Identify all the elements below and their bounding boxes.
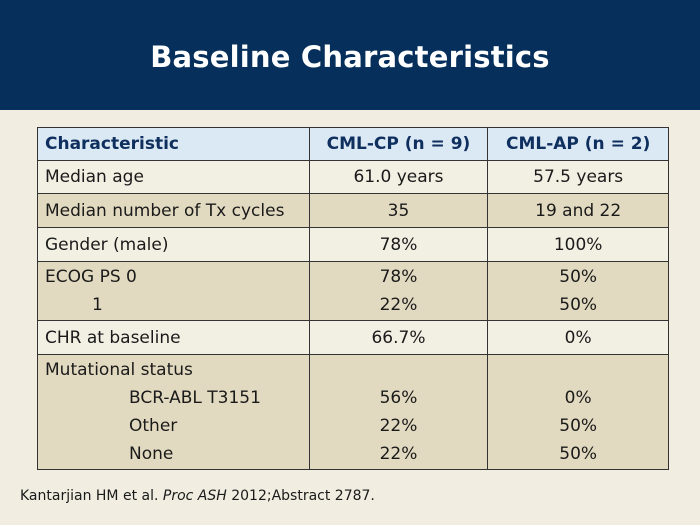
header-cml-cp: CML-CP (n = 9) bbox=[308, 127, 489, 161]
cell-cp: 78% 22% bbox=[308, 261, 489, 321]
citation-author: Kantarjian HM et al. bbox=[20, 488, 159, 504]
title-banner: Baseline Characteristics bbox=[0, 0, 700, 110]
slide-title: Baseline Characteristics bbox=[150, 40, 550, 74]
citation-details: 2012;Abstract 2787. bbox=[231, 488, 375, 504]
ecog-cp-1: 22% bbox=[379, 295, 418, 315]
cell-ap: 50% 50% bbox=[487, 261, 669, 321]
table-row: Median number of Tx cycles 35 19 and 22 bbox=[37, 193, 669, 228]
cell-cp: 56% 22% 22% bbox=[308, 354, 489, 470]
mutation-cp-1: 22% bbox=[379, 416, 418, 436]
row-label: ECOG PS 0 1 bbox=[37, 261, 310, 321]
cell-ap: 19 and 22 bbox=[487, 193, 669, 228]
table-row: Mutational status BCR-ABL T3151 Other No… bbox=[37, 354, 669, 470]
mutational-label: Mutational status bbox=[45, 360, 193, 380]
row-label: Median number of Tx cycles bbox=[37, 193, 310, 228]
header-cml-ap: CML-AP (n = 2) bbox=[487, 127, 669, 161]
ecog-label-1: 1 bbox=[92, 295, 103, 315]
row-label: Gender (male) bbox=[37, 227, 310, 262]
row-label: CHR at baseline bbox=[37, 320, 310, 355]
mutation-label-1: Other bbox=[129, 416, 178, 436]
cell-cp: 61.0 years bbox=[308, 160, 489, 194]
mutation-cp-2: 22% bbox=[379, 444, 418, 464]
table-row: Gender (male) 78% 100% bbox=[37, 227, 669, 262]
ecog-ap-1: 50% bbox=[559, 295, 598, 315]
row-label: Median age bbox=[37, 160, 310, 194]
mutation-ap-1: 50% bbox=[559, 416, 598, 436]
citation-footnote: Kantarjian HM et al. Proc ASH 2012;Abstr… bbox=[20, 488, 375, 504]
mutation-ap-2: 50% bbox=[559, 444, 598, 464]
table-row: ECOG PS 0 1 78% 22% 50% 50% bbox=[37, 261, 669, 321]
header-characteristic: Characteristic bbox=[37, 127, 310, 161]
cell-cp: 66.7% bbox=[308, 320, 489, 355]
cell-ap: 57.5 years bbox=[487, 160, 669, 194]
ecog-ap-0: 50% bbox=[559, 267, 598, 287]
row-label: Mutational status BCR-ABL T3151 Other No… bbox=[37, 354, 310, 470]
mutation-label-0: BCR-ABL T3151 bbox=[129, 388, 261, 408]
cell-cp: 35 bbox=[308, 193, 489, 228]
citation-journal: Proc ASH bbox=[162, 488, 227, 504]
cell-ap: 0% bbox=[487, 320, 669, 355]
cell-cp: 78% bbox=[308, 227, 489, 262]
mutation-ap-0: 0% bbox=[564, 388, 592, 408]
ecog-cp-0: 78% bbox=[379, 267, 418, 287]
baseline-table: Characteristic CML-CP (n = 9) CML-AP (n … bbox=[37, 127, 669, 470]
table-header-row: Characteristic CML-CP (n = 9) CML-AP (n … bbox=[37, 127, 669, 161]
table-row: Median age 61.0 years 57.5 years bbox=[37, 160, 669, 194]
mutation-cp-0: 56% bbox=[379, 388, 418, 408]
table-row: CHR at baseline 66.7% 0% bbox=[37, 320, 669, 355]
cell-ap: 100% bbox=[487, 227, 669, 262]
ecog-label-0: ECOG PS 0 bbox=[45, 267, 137, 287]
mutation-label-2: None bbox=[129, 444, 174, 464]
cell-ap: 0% 50% 50% bbox=[487, 354, 669, 470]
